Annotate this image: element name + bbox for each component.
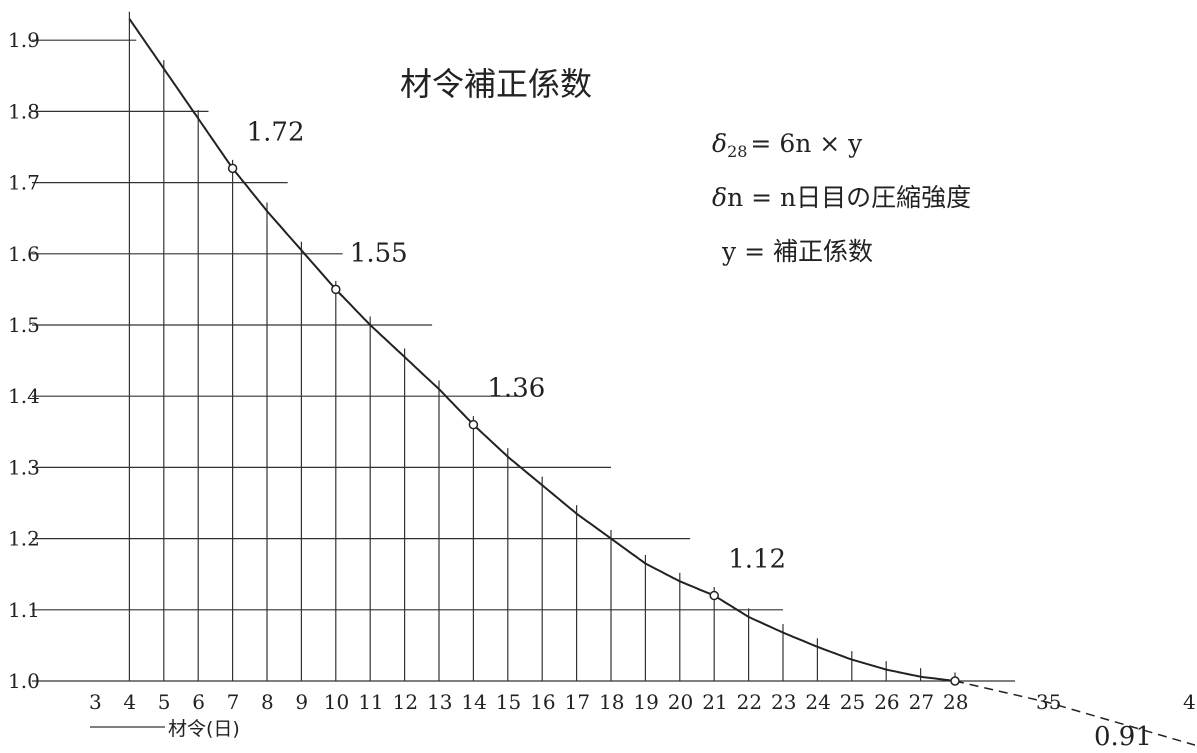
x-tick-label: 22: [737, 690, 762, 714]
annotations: 1.72 1.55 1.36 1.12: [227, 117, 960, 686]
x-tick-label: 23: [771, 690, 796, 714]
x-axis-label: 材令(日): [168, 718, 240, 740]
y-tick-label: 1.6: [8, 242, 40, 266]
x-tick-label: 18: [599, 690, 624, 714]
x-tick-label: 42: [1183, 690, 1197, 714]
formula-line-1: δ28 = 6n × y: [712, 129, 863, 161]
y-tick-label: 1.2: [8, 527, 40, 551]
x-tick-labels: 3 4 5 6 7 8 9 10 11 12 13 14 15 16 17 18 19 20 21 22 23 24 25 2…: [89, 690, 1197, 714]
point-marker: [950, 676, 960, 686]
formula-2-text: n = n日目の圧縮強度: [727, 183, 971, 212]
x-tick-label: 21: [702, 690, 727, 714]
formula-2-symbol: δ: [712, 183, 727, 212]
y-tick-label: 1.8: [8, 99, 40, 123]
end-value-label: 0.91: [1094, 722, 1152, 752]
x-tick-label: 9: [295, 690, 308, 714]
point-marker: [709, 590, 719, 601]
x-tick-label: 12: [393, 690, 418, 714]
formula-block: δ28 = 6n × y δn = n日目の圧縮強度 y = 補正係数: [712, 129, 971, 266]
y-tick-label: 1.3: [8, 455, 40, 479]
x-tick-label: 28: [943, 690, 968, 714]
formula-1-subscript: 28: [727, 142, 747, 161]
y-tick-labels: 1.0 1.1 1.2 1.3 1.4 1.5 1.6 1.7 1.8 1.9: [8, 28, 40, 693]
y-tick-label: 1.1: [8, 598, 40, 622]
formula-line-3: y = 補正係数: [721, 237, 873, 266]
x-tick-label: 7: [227, 690, 240, 714]
y-tick-label: 1.7: [8, 171, 40, 195]
point-label: 1.12: [728, 545, 786, 575]
chart-title: 材令補正係数: [400, 65, 592, 103]
x-tick-label: 20: [668, 690, 693, 714]
x-tick-label: 11: [358, 690, 383, 714]
formula-1-symbol: δ: [712, 129, 727, 158]
point-marker: [468, 419, 479, 430]
x-tick-label: 5: [158, 690, 171, 714]
point-label: 1.55: [350, 238, 408, 268]
formula-1-text: = 6n × y: [750, 129, 863, 158]
y-tick-label: 1.5: [8, 313, 40, 337]
x-tick-label: 6: [192, 690, 205, 714]
y-tick-label: 1.4: [8, 384, 40, 408]
x-tick-label: 26: [874, 690, 899, 714]
extrapolation-line: [954, 680, 1196, 746]
x-axis-label-group: 材令(日): [90, 718, 240, 740]
x-tick-label: 16: [530, 690, 555, 714]
point-marker: [331, 284, 341, 295]
y-tick-label: 1.9: [8, 28, 40, 52]
y-tick-label: 1.0: [8, 669, 40, 693]
x-tick-label: 25: [840, 690, 865, 714]
x-tick-label: 4: [123, 690, 136, 714]
x-tick-label: 3: [89, 690, 102, 714]
data-series: [128, 18, 1196, 746]
x-tick-label: 14: [461, 690, 486, 714]
x-tick-label: 24: [805, 690, 830, 714]
point-marker: [227, 163, 238, 174]
point-label: 1.72: [247, 117, 305, 147]
x-tick-label: 19: [633, 690, 658, 714]
x-tick-label: 10: [324, 690, 349, 714]
grid-lines: [32, 11, 1015, 682]
formula-line-2: δn = n日目の圧縮強度: [712, 183, 971, 212]
point-label: 1.36: [487, 374, 545, 404]
x-tick-label: 27: [909, 690, 934, 714]
formula-3-text: y = 補正係数: [721, 237, 873, 266]
x-tick-label: 8: [261, 690, 274, 714]
series-line: [128, 18, 956, 682]
x-tick-label: 13: [427, 690, 452, 714]
x-tick-label: 15: [496, 690, 521, 714]
x-tick-label: 17: [565, 690, 590, 714]
